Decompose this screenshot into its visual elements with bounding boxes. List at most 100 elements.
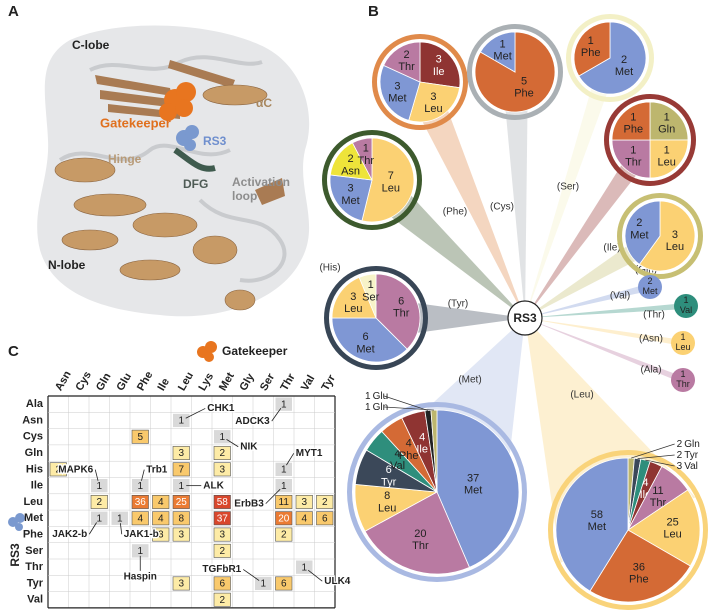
slice-label: 37 Met [464, 472, 482, 496]
slice-value: 58 [591, 509, 603, 521]
slice-value: 2 [621, 54, 627, 66]
panel-letter: A [8, 3, 19, 20]
cell [131, 494, 149, 509]
slice-label: 11 Thr [650, 485, 667, 509]
spoke-label: (Tyr) [448, 299, 469, 310]
cell [152, 511, 170, 526]
cell [132, 479, 149, 493]
cell-value: 25 [176, 497, 188, 508]
pie-slice [364, 491, 470, 575]
slice-value: 2 [404, 49, 410, 61]
pie-slice [573, 21, 611, 77]
cell-value: 7 [178, 464, 184, 475]
slice-label: 6 Met [356, 331, 374, 355]
pie-slice [479, 31, 516, 73]
slice-label: 2 Asn [341, 153, 360, 177]
cell [213, 511, 231, 526]
slice-label: 20 Thr [412, 528, 429, 552]
slice-value: 4 [406, 438, 412, 450]
pie-ring [324, 266, 428, 370]
slice-label: 3 Leu [666, 229, 684, 253]
axis-title: Gatekeeper [222, 344, 288, 358]
annotation-arrow [286, 453, 295, 466]
slice-label: 2 Met [630, 217, 648, 241]
cell-value: 2 [322, 497, 328, 508]
column-label: Ile [155, 376, 172, 393]
pie-ring [347, 402, 527, 582]
pie-slice [379, 64, 421, 121]
slice-label: 1 Leu [657, 145, 675, 169]
cell [213, 543, 231, 558]
column-label: Gly [237, 371, 257, 393]
structure-label: Activation [232, 175, 290, 189]
annotation-arrow [88, 522, 97, 535]
slice-value: 2 [348, 153, 354, 165]
slice-name: Val [390, 460, 405, 472]
cell-value: 4 [158, 497, 164, 508]
cell [152, 494, 170, 509]
annotation-arrow [271, 408, 282, 422]
pie-slice [408, 81, 461, 123]
slice-value: 1 [683, 295, 688, 305]
slice-name: Thr [358, 155, 375, 167]
slice-value: 8 [384, 490, 390, 502]
gatekeeper-icon [197, 341, 217, 362]
slice-value: 1 [680, 369, 685, 379]
cell-value: 36 [135, 497, 147, 508]
pie-ring [566, 14, 654, 102]
slice-name: Thr [398, 61, 415, 73]
cell [172, 494, 190, 509]
gatekeeper-atoms [159, 82, 196, 121]
row-label: Phe [23, 528, 43, 540]
cell [213, 576, 231, 591]
cell-value: 3 [219, 464, 225, 475]
spoke-label: (Ala) [640, 365, 661, 376]
slice-label: 1 Met [493, 38, 511, 62]
slice-label: 1 Thr [676, 369, 690, 389]
slice-name: Leu [344, 303, 362, 315]
slice-name: Tyr [381, 476, 397, 488]
structure-label: N-lobe [48, 258, 86, 272]
axis-title: RS3 [8, 543, 22, 567]
pie-slice [436, 409, 520, 568]
cell-value: 1 [281, 481, 287, 492]
row-label: Asn [22, 414, 43, 426]
pie-slice [329, 174, 373, 222]
slice-label: 4 Ile [416, 431, 428, 455]
cell-value: 37 [217, 513, 229, 524]
slice-label: 1 Thr [625, 145, 642, 169]
row-label: Val [27, 594, 43, 606]
slice-label: 1 Phe [624, 111, 644, 135]
slice-value: 6 [386, 464, 392, 476]
pie-slice [671, 368, 695, 392]
slice-name: Glu [373, 391, 389, 402]
slice-label: 1 Leu [675, 332, 690, 352]
pie: 1 Val [674, 294, 698, 318]
slice-name: Phe [629, 573, 649, 585]
slice-label: 3 Leu [424, 91, 442, 115]
slice-name: Phe [399, 450, 419, 462]
slice-name: Leu [666, 241, 684, 253]
annotation-arrow [185, 408, 206, 419]
pie: 1 Thr [671, 368, 695, 392]
slice-label: 1 Gln [365, 402, 388, 413]
pie-slice [649, 101, 689, 141]
pie-slice [578, 21, 647, 95]
pie-slice [611, 101, 651, 141]
annotation-arrow [141, 469, 145, 481]
slice-value: 25 [666, 516, 678, 528]
slice-name: Leu [675, 342, 690, 352]
cell [90, 494, 108, 509]
cell [111, 511, 128, 525]
cell [275, 494, 293, 509]
slice-value: 1 [630, 111, 636, 123]
cell [131, 429, 149, 444]
cell-value: 1 [301, 562, 307, 573]
column-label: Tyr [319, 372, 338, 393]
slice-value: 2 [677, 439, 683, 450]
pie-slice [419, 41, 461, 89]
structure-label: DFG [183, 177, 208, 191]
